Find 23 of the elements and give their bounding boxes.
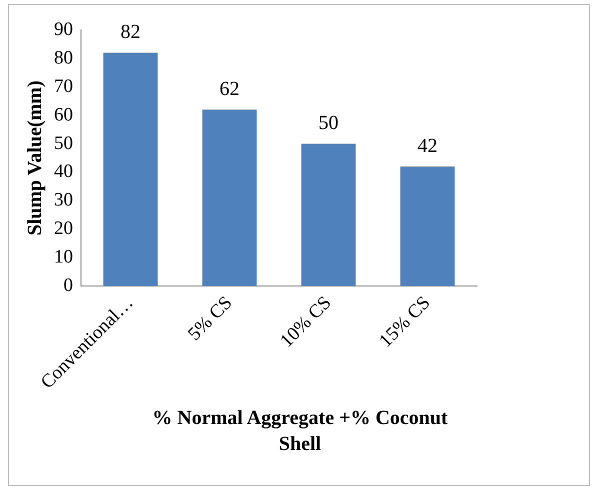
y-tick-label: 20 (54, 218, 73, 240)
y-tick-label: 10 (54, 246, 73, 268)
y-tick-label: 70 (54, 76, 73, 97)
y-tick-label: 0 (64, 275, 73, 296)
bar (400, 166, 455, 286)
y-tick-label: 40 (54, 161, 73, 182)
x-tick-label: 15% CS (375, 292, 435, 352)
data-label: 82 (120, 21, 140, 44)
y-tick-label: 50 (54, 132, 73, 154)
bar (202, 110, 257, 286)
data-label: 50 (318, 112, 338, 134)
y-tick-label: 60 (54, 104, 73, 126)
bar (301, 144, 356, 286)
y-tick-label: 30 (54, 190, 73, 211)
y-tick-label: 80 (54, 47, 73, 68)
x-tick-label: 10% CS (276, 292, 336, 352)
x-tick-label: 5% CS (184, 292, 237, 345)
y-axis-title: Slump Value(mm) (24, 80, 46, 236)
bar (103, 52, 158, 286)
x-axis-title: % Normal Aggregate +% Coconut Shell (151, 406, 449, 457)
data-label: 42 (418, 134, 438, 157)
y-tick-label: 90 (54, 18, 73, 40)
data-label: 62 (220, 78, 240, 100)
